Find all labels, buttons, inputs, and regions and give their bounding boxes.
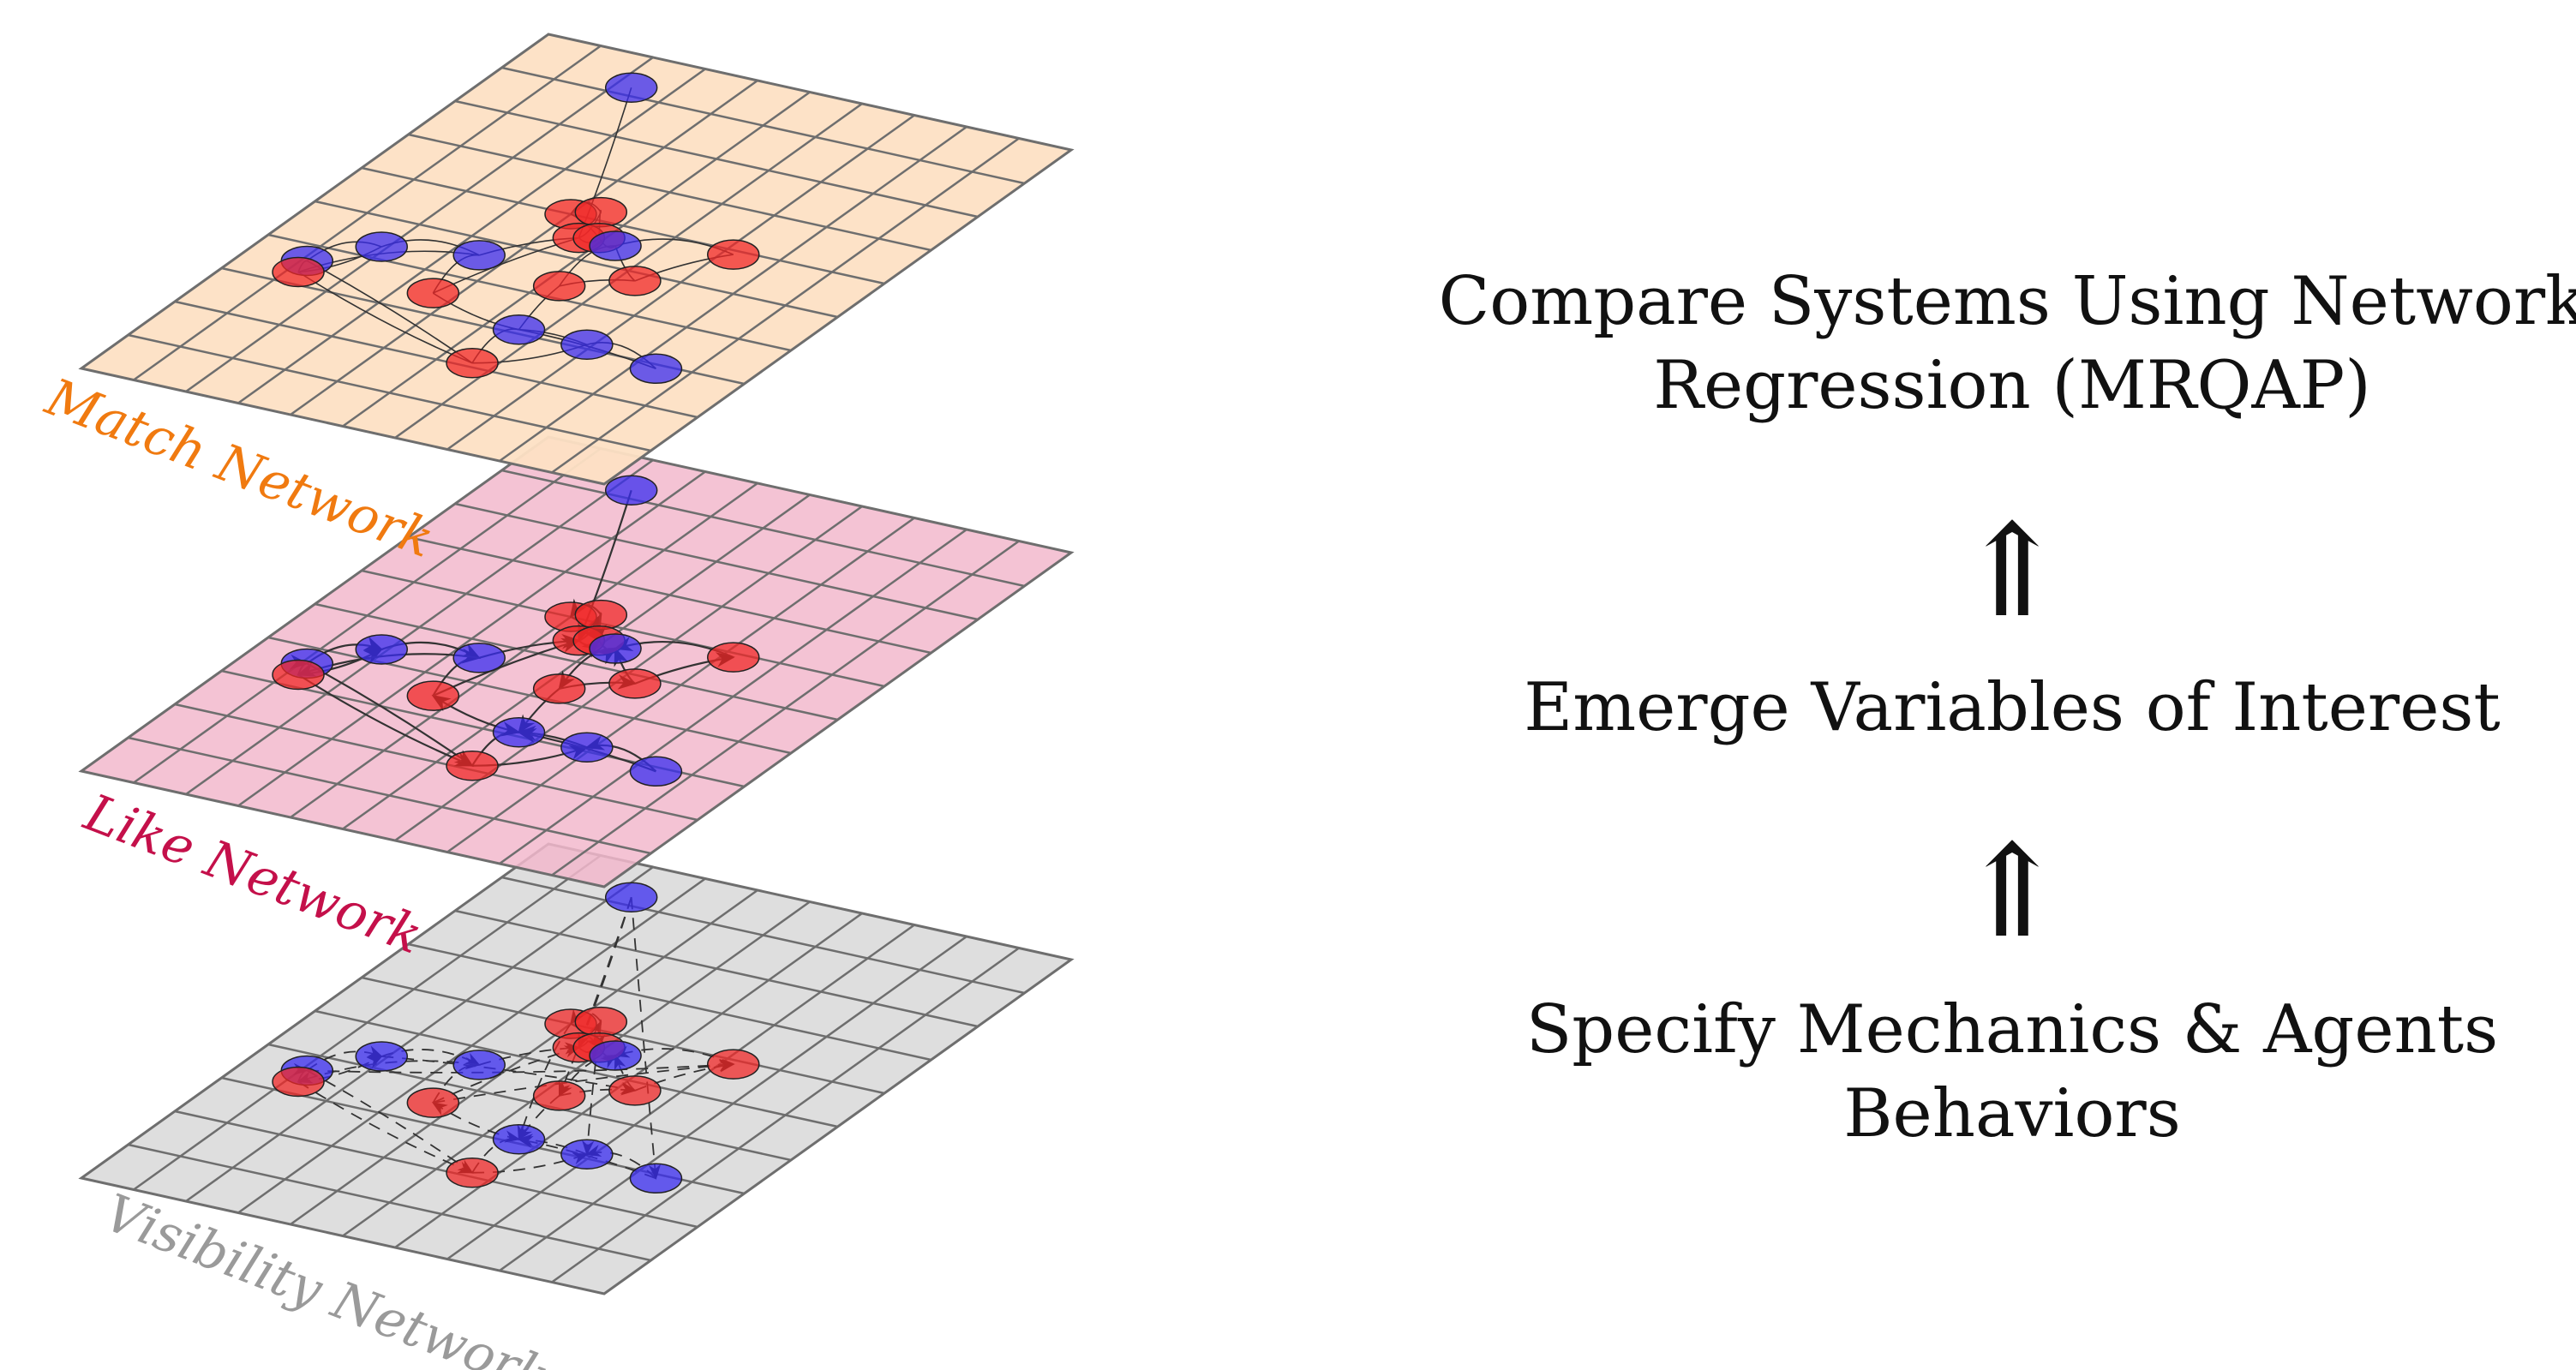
grid-line <box>408 942 932 1062</box>
emerge-variables-text: Emerge Variables of Interest <box>1524 669 2501 746</box>
match-nodes <box>272 72 760 385</box>
red-node <box>532 1080 586 1111</box>
grid-line <box>454 502 979 621</box>
network-edge <box>306 1069 474 1174</box>
blue-node <box>589 633 642 664</box>
red-node <box>532 673 586 704</box>
red-node <box>406 278 460 308</box>
red-node <box>608 266 662 296</box>
grid-line <box>551 540 1020 876</box>
network-edge <box>306 662 474 767</box>
blue-node <box>452 643 506 673</box>
blue-node <box>355 1041 408 1072</box>
network-edge <box>433 1059 735 1104</box>
grid-line <box>501 876 1025 995</box>
grid-line <box>501 469 1025 588</box>
grid-line <box>551 137 1020 474</box>
blue-node <box>355 634 408 665</box>
like-network-layer <box>78 435 1075 888</box>
grid-line <box>342 900 811 1237</box>
grid-line <box>501 66 1025 185</box>
grid-line <box>408 535 932 655</box>
network-edge <box>297 271 473 364</box>
network-edge <box>297 1080 474 1174</box>
red-node <box>406 680 460 711</box>
grid-line <box>361 976 885 1095</box>
grid-line <box>454 99 979 218</box>
grid-line <box>454 909 979 1028</box>
red-node <box>574 196 628 228</box>
grid-line <box>342 91 811 428</box>
red-node <box>446 347 499 379</box>
grid-line <box>499 935 967 1272</box>
up-double-arrow-upper-icon: ⇑ <box>1958 497 2066 646</box>
blue-node <box>604 882 658 912</box>
blue-node <box>629 353 683 385</box>
blue-node <box>604 72 658 103</box>
network-edge <box>558 896 632 1098</box>
blue-node <box>560 329 614 360</box>
network-edge <box>630 897 662 1181</box>
blue-node <box>604 475 658 506</box>
visibility-nodes <box>272 882 760 1194</box>
red-node <box>406 1087 460 1118</box>
grid-line <box>551 947 1020 1283</box>
red-node <box>574 599 628 631</box>
grid-line <box>446 114 915 451</box>
blue-node <box>452 1050 506 1080</box>
red-node <box>707 1049 760 1080</box>
blue-node <box>560 1139 614 1170</box>
blue-node <box>629 1163 683 1194</box>
grid-line <box>446 517 915 853</box>
network-edge <box>307 1058 735 1074</box>
grid-line <box>361 569 885 688</box>
blue-node <box>560 732 614 763</box>
blue-node <box>492 314 546 345</box>
visibility-network-layer <box>78 842 1075 1295</box>
red-node <box>707 239 760 270</box>
red-node <box>446 750 499 781</box>
grid-line <box>342 494 811 830</box>
specify-mechanics-text-line1: Specify Mechanics & Agents <box>1526 991 2498 1068</box>
red-node <box>707 642 760 673</box>
compare-systems-text-line2: Regression (MRQAP) <box>1653 347 2370 424</box>
network-edge <box>306 260 473 364</box>
red-node <box>272 1066 325 1098</box>
network-edge <box>297 673 475 767</box>
red-node <box>446 1157 499 1188</box>
blue-node <box>589 230 642 261</box>
blue-node <box>589 1040 642 1071</box>
blue-node <box>355 231 408 262</box>
grid-line <box>361 166 885 285</box>
like-grid <box>128 447 1025 876</box>
red-node <box>272 659 325 691</box>
red-node <box>532 271 586 302</box>
red-node <box>608 1075 662 1106</box>
network-edge <box>578 896 632 1050</box>
blue-node <box>452 240 506 271</box>
compare-systems-text-line1: Compare Systems Using Network <box>1439 263 2576 340</box>
red-node <box>608 668 662 699</box>
up-double-arrow-lower-icon: ⇑ <box>1958 817 2066 966</box>
blue-node <box>492 716 546 748</box>
red-node <box>272 256 325 288</box>
like-nodes <box>272 475 760 787</box>
grid-line <box>499 125 967 463</box>
flow-chart: Compare Systems Using Network Regression… <box>1439 263 2576 1152</box>
grid-line <box>446 924 915 1260</box>
grid-line <box>499 528 967 865</box>
grid-line <box>408 133 932 252</box>
match-network-layer <box>78 33 1075 486</box>
blue-node <box>629 756 683 787</box>
blue-node <box>492 1123 546 1155</box>
red-node <box>574 1006 628 1038</box>
specify-mechanics-text-line2: Behaviors <box>1843 1075 2181 1152</box>
network-edge <box>381 1056 637 1095</box>
